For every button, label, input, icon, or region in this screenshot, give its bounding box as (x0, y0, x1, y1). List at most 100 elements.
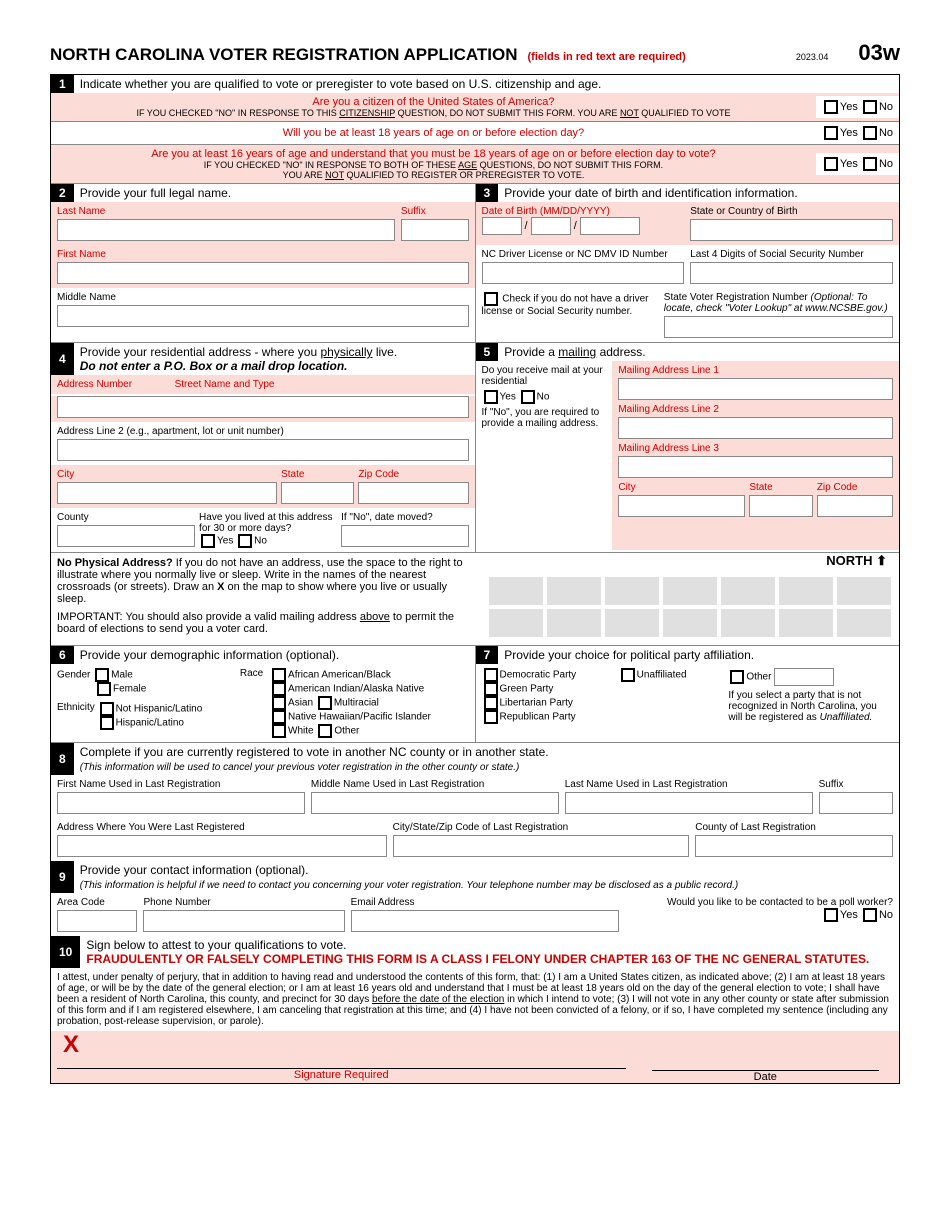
input-areacode[interactable] (57, 910, 137, 932)
input-email[interactable] (351, 910, 619, 932)
party-rep[interactable] (484, 710, 498, 724)
age18-yes[interactable] (824, 126, 838, 140)
date-line[interactable] (652, 1041, 879, 1071)
race-wh[interactable] (272, 724, 286, 738)
input-city[interactable] (57, 482, 277, 504)
input-phone[interactable] (143, 910, 344, 932)
input-suffix[interactable] (401, 219, 469, 241)
lbl-dl: NC Driver License or NC DMV ID Number (482, 249, 685, 260)
section-2-header: 2Provide your full legal name. (51, 184, 475, 202)
chk-no-id[interactable] (484, 292, 498, 306)
race-as[interactable] (272, 696, 286, 710)
gender-male[interactable] (95, 668, 109, 682)
party-dem[interactable] (484, 668, 498, 682)
lbl-signature: Signature Required (57, 1069, 626, 1081)
input-zip[interactable] (358, 482, 468, 504)
dob-dd[interactable] (531, 217, 571, 235)
section-1-heading: Indicate whether you are qualified to vo… (74, 75, 899, 93)
input-address2[interactable] (57, 439, 469, 461)
party-lib[interactable] (484, 696, 498, 710)
citizen-yes[interactable] (824, 100, 838, 114)
race-nh[interactable] (272, 710, 286, 724)
section-4-header: 4Provide your residential address - wher… (51, 343, 475, 375)
q-citizen-text: Are you a citizen of the United States o… (57, 96, 810, 108)
lived30-no[interactable] (238, 534, 252, 548)
input-prev-addr[interactable] (57, 835, 387, 857)
form-code: 03w (858, 40, 900, 66)
input-prev-fn[interactable] (57, 792, 305, 814)
no-physical-address: No Physical Address? If you do not have … (51, 552, 899, 646)
race-mr[interactable] (318, 696, 332, 710)
section-1-header: 1 Indicate whether you are qualified to … (51, 75, 899, 93)
party-green[interactable] (484, 682, 498, 696)
input-ssn[interactable] (690, 262, 893, 284)
form-header: NORTH CAROLINA VOTER REGISTRATION APPLIC… (50, 40, 900, 66)
input-mail1[interactable] (618, 378, 893, 400)
input-state[interactable] (281, 482, 354, 504)
race-ai[interactable] (272, 682, 286, 696)
lbl-date: Date (652, 1071, 879, 1083)
citizen-no[interactable] (863, 100, 877, 114)
input-address1[interactable] (57, 396, 469, 418)
input-middlename[interactable] (57, 305, 469, 327)
input-mailcity[interactable] (618, 495, 745, 517)
version: 2023.04 (796, 52, 829, 62)
gender-female[interactable] (97, 682, 111, 696)
party-other[interactable] (730, 670, 744, 684)
eth-h[interactable] (100, 716, 114, 730)
lbl-addrnum: Address Number (57, 379, 175, 390)
section-10-header: 10Sign below to attest to your qualifica… (51, 936, 899, 968)
input-dl[interactable] (482, 262, 685, 284)
lbl-ssn: Last 4 Digits of Social Security Number (690, 249, 893, 260)
party-other-input[interactable] (774, 668, 834, 686)
map-grid[interactable] (481, 569, 899, 645)
race-aa[interactable] (272, 668, 286, 682)
input-prev-mn[interactable] (311, 792, 559, 814)
q-age18: Will you be at least 18 years of age on … (51, 122, 899, 145)
lbl-street: Street Name and Type (175, 379, 469, 390)
age16-no[interactable] (863, 157, 877, 171)
lbl-dob: Date of Birth (MM/DD/YYYY) (482, 206, 685, 217)
signature-line[interactable] (57, 1039, 626, 1069)
input-mailstate[interactable] (749, 495, 812, 517)
input-prev-ln[interactable] (565, 792, 813, 814)
input-mail2[interactable] (618, 417, 893, 439)
section-5-header: 5Provide a mailing address. (476, 343, 900, 361)
lbl-birthplace: State or Country of Birth (690, 206, 893, 217)
eth-nh[interactable] (100, 702, 114, 716)
input-mail3[interactable] (618, 456, 893, 478)
section-9-header: 9Provide your contact information (optio… (51, 861, 899, 893)
section-3-header: 3Provide your date of birth and identifi… (476, 184, 900, 202)
lbl-suffix: Suffix (401, 206, 469, 217)
lbl-middlename: Middle Name (57, 292, 469, 303)
north-indicator: NORTH ⬆ (481, 553, 899, 569)
input-mailzip[interactable] (817, 495, 893, 517)
title-note: (fields in red text are required) (528, 51, 686, 63)
race-ot[interactable] (318, 724, 332, 738)
input-county[interactable] (57, 525, 195, 547)
dob-yyyy[interactable] (580, 217, 640, 235)
age16-yes[interactable] (824, 157, 838, 171)
section-7-header: 7Provide your choice for political party… (476, 646, 900, 664)
mail-yes[interactable] (484, 390, 498, 404)
party-unaf[interactable] (621, 668, 635, 682)
input-firstname[interactable] (57, 262, 469, 284)
q-age16: Are you at least 16 years of age and und… (51, 145, 899, 184)
q-citizen: Are you a citizen of the United States o… (51, 93, 899, 122)
input-svrn[interactable] (664, 316, 893, 338)
mail-no[interactable] (521, 390, 535, 404)
attestation: I attest, under penalty of perjury, that… (51, 968, 899, 1031)
lbl-firstname: First Name (57, 249, 469, 260)
input-lastname[interactable] (57, 219, 395, 241)
input-datemoved[interactable] (341, 525, 468, 547)
input-prev-suf[interactable] (819, 792, 893, 814)
input-birthplace[interactable] (690, 219, 893, 241)
poll-no[interactable] (863, 908, 877, 922)
dob-mm[interactable] (482, 217, 522, 235)
input-prev-csz[interactable] (393, 835, 690, 857)
section-6-header: 6Provide your demographic information (o… (51, 646, 475, 664)
age18-no[interactable] (863, 126, 877, 140)
lived30-yes[interactable] (201, 534, 215, 548)
poll-yes[interactable] (824, 908, 838, 922)
input-prev-county[interactable] (695, 835, 893, 857)
